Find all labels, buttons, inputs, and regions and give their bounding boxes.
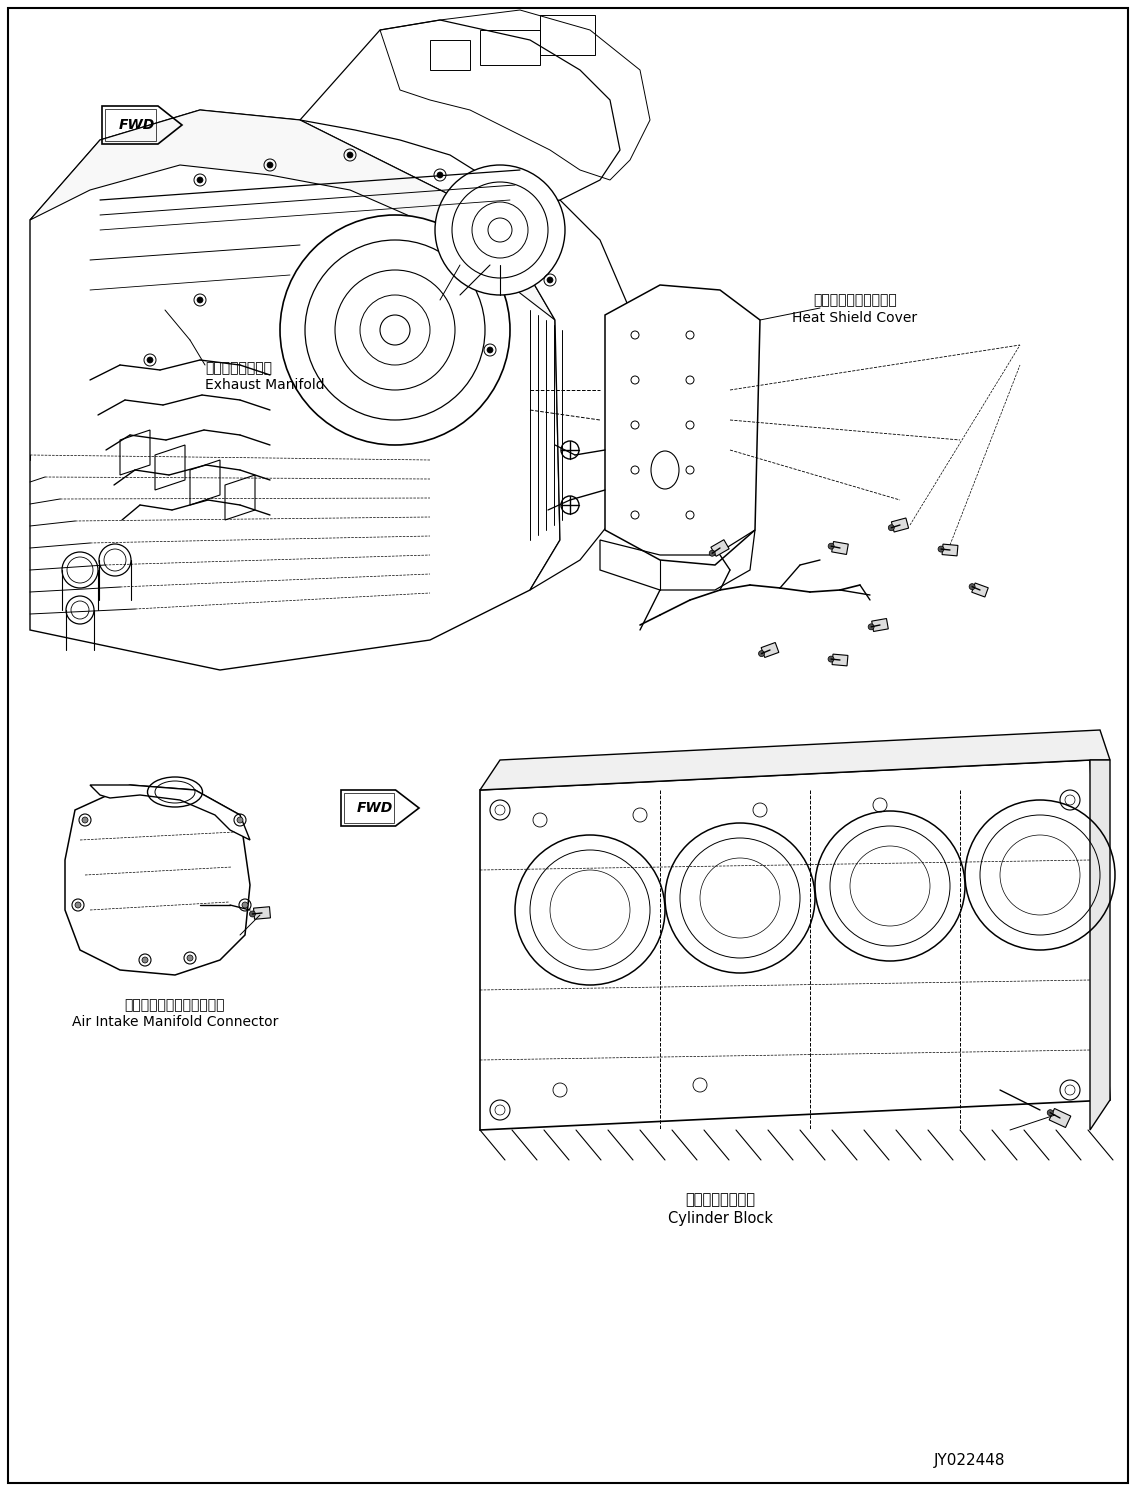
Polygon shape [832, 655, 847, 666]
Polygon shape [90, 784, 250, 839]
Circle shape [147, 356, 153, 362]
Circle shape [250, 911, 256, 917]
Circle shape [82, 817, 87, 823]
Polygon shape [520, 200, 640, 590]
Text: 吸気マニホールドコネクタ: 吸気マニホールドコネクタ [125, 997, 225, 1012]
Polygon shape [1091, 760, 1110, 1130]
Polygon shape [832, 541, 849, 555]
Polygon shape [300, 19, 620, 204]
Text: Cylinder Block: Cylinder Block [668, 1211, 772, 1226]
Circle shape [828, 656, 834, 662]
Circle shape [346, 152, 353, 158]
Circle shape [828, 543, 834, 549]
Text: Exhaust Manifold: Exhaust Manifold [204, 379, 325, 392]
Text: シリンダブロック: シリンダブロック [685, 1193, 755, 1208]
Circle shape [969, 583, 975, 589]
Circle shape [267, 163, 273, 168]
Circle shape [759, 650, 765, 656]
Circle shape [187, 956, 193, 962]
Polygon shape [481, 760, 1110, 1130]
Polygon shape [711, 540, 729, 556]
Circle shape [242, 902, 248, 908]
Circle shape [487, 347, 493, 353]
Circle shape [197, 297, 203, 303]
Circle shape [437, 171, 443, 177]
Polygon shape [65, 784, 250, 975]
Circle shape [435, 166, 565, 295]
Polygon shape [30, 110, 560, 669]
Polygon shape [253, 907, 270, 920]
Polygon shape [1050, 1108, 1071, 1127]
Circle shape [75, 902, 81, 908]
Polygon shape [481, 731, 1110, 790]
Circle shape [142, 957, 148, 963]
Circle shape [197, 177, 203, 183]
Text: ヒートシールドカバー: ヒートシールドカバー [813, 294, 897, 307]
Circle shape [868, 623, 874, 629]
Polygon shape [761, 643, 779, 658]
Circle shape [381, 315, 410, 344]
Polygon shape [971, 583, 988, 596]
Text: 排気マニホールド: 排気マニホールド [204, 361, 272, 376]
Circle shape [488, 218, 512, 242]
Circle shape [237, 817, 243, 823]
Polygon shape [892, 517, 909, 532]
Circle shape [279, 215, 510, 444]
Circle shape [548, 277, 553, 283]
Circle shape [1047, 1109, 1053, 1115]
Polygon shape [30, 110, 556, 321]
Text: FWD: FWD [119, 118, 156, 133]
Polygon shape [942, 544, 958, 556]
Text: JY022448: JY022448 [934, 1452, 1005, 1467]
Polygon shape [871, 619, 888, 632]
Circle shape [709, 550, 716, 556]
Polygon shape [605, 285, 760, 565]
Text: FWD: FWD [357, 801, 393, 816]
Text: Air Intake Manifold Connector: Air Intake Manifold Connector [72, 1015, 278, 1029]
Circle shape [888, 525, 894, 531]
Circle shape [938, 546, 944, 552]
Text: Heat Shield Cover: Heat Shield Cover [793, 312, 918, 325]
